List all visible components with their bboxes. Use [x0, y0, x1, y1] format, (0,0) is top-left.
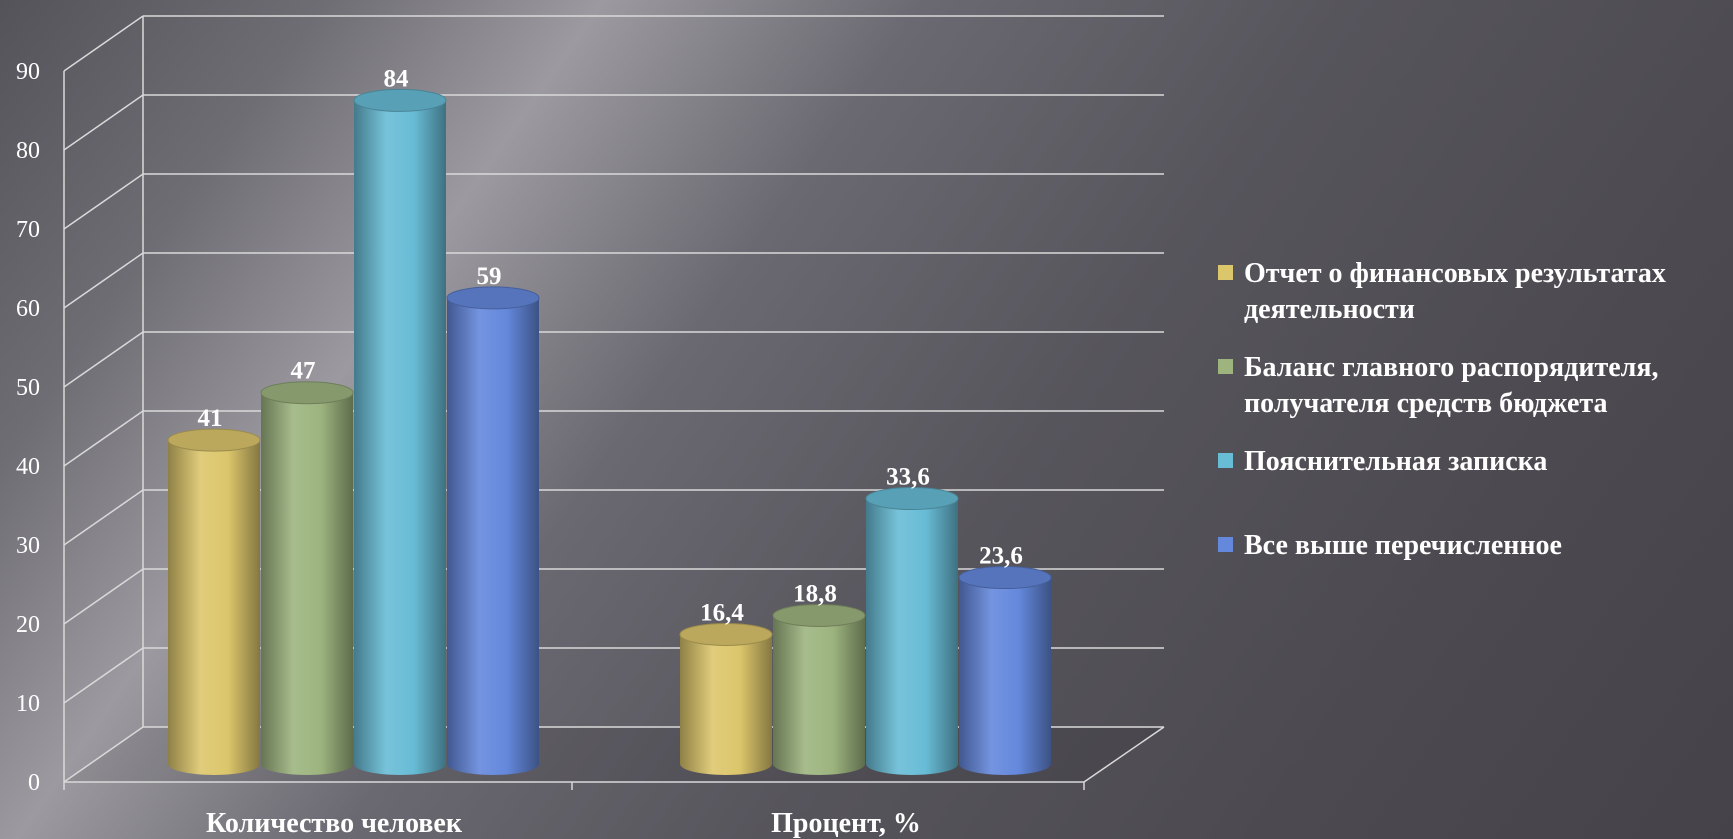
floor-edge [1083, 726, 1165, 783]
data-label: 84 [384, 65, 410, 92]
y-tick-label: 10 [16, 691, 40, 717]
legend-item-3: Пояснительная записка [1218, 444, 1728, 480]
grid-line-diagonal [63, 173, 144, 230]
x-axis: Количество человек Процент, % [206, 808, 921, 839]
bar [260, 381, 354, 775]
bar-top [260, 381, 354, 405]
bar [958, 566, 1052, 775]
legend-label-2: Баланс главного распорядителя, получател… [1244, 352, 1659, 419]
data-label: 23,6 [979, 543, 1023, 570]
bar-body [959, 577, 1051, 775]
bar-top [865, 487, 959, 511]
data-label: 47 [291, 358, 316, 385]
bar-top [679, 622, 773, 646]
bar-body [866, 498, 958, 775]
bar-body [447, 297, 539, 775]
grid-line-diagonal [63, 568, 144, 625]
y-tick-label: 40 [16, 454, 40, 480]
bar [865, 487, 959, 775]
legend-label-1: Отчет о финансовых результатах деятельно… [1244, 258, 1666, 325]
grid-line-diagonal [63, 410, 144, 467]
y-axis: 0 10 20 30 40 50 60 70 80 90 [16, 59, 40, 796]
grid-line-diagonal [63, 647, 144, 704]
grid-line-diagonal [63, 94, 144, 151]
y-tick-label: 80 [16, 138, 40, 164]
bar [446, 286, 540, 775]
data-label: 16,4 [700, 599, 744, 626]
bar-top [446, 286, 540, 310]
y-tick-label: 90 [16, 59, 40, 85]
bar-body [261, 392, 353, 775]
bar-body [168, 440, 260, 775]
bar [167, 428, 261, 775]
bar [353, 88, 447, 775]
bar-top [958, 566, 1052, 590]
grid-line-diagonal [63, 489, 144, 546]
legend-swatch-3 [1218, 453, 1233, 468]
y-tick-label: 20 [16, 612, 40, 638]
legend-label-4: Все выше перечисленное [1244, 530, 1562, 561]
y-tick-label: 0 [28, 770, 40, 796]
legend: Отчет о финансовых результатах деятельно… [1218, 256, 1728, 586]
y-tick-label: 70 [16, 217, 40, 243]
category-label: Процент, % [771, 808, 921, 839]
legend-item-1: Отчет о финансовых результатах деятельно… [1218, 256, 1728, 328]
bar-top [772, 603, 866, 627]
legend-swatch-1 [1218, 265, 1233, 280]
bar [772, 603, 866, 775]
bar-top [167, 428, 261, 452]
grid-line-diagonal [63, 331, 144, 388]
data-label: 33,6 [886, 464, 930, 491]
legend-item-4: Все выше перечисленное [1218, 528, 1728, 564]
data-label: 59 [477, 263, 502, 290]
bar [679, 622, 773, 775]
grid-line-diagonal [63, 726, 144, 783]
y-tick-label: 60 [16, 296, 40, 322]
legend-item-2: Баланс главного распорядителя, получател… [1218, 350, 1728, 422]
y-tick-label: 30 [16, 533, 40, 559]
bar-body [773, 615, 865, 775]
grid-line-diagonal [63, 252, 144, 309]
category-label: Количество человек [206, 808, 463, 839]
y-tick-label: 50 [16, 375, 40, 401]
bar-top [353, 88, 447, 112]
legend-swatch-2 [1218, 359, 1233, 374]
bar-body [680, 634, 772, 775]
data-label: 41 [198, 405, 223, 432]
legend-swatch-4 [1218, 537, 1233, 552]
bars: 41 47 84 59 16,4 18,8 33,6 23,6 [167, 65, 1052, 775]
bar-body [354, 100, 446, 775]
grid-line-diagonal [63, 15, 144, 72]
legend-label-3: Пояснительная записка [1244, 446, 1548, 477]
data-label: 18,8 [793, 580, 837, 607]
